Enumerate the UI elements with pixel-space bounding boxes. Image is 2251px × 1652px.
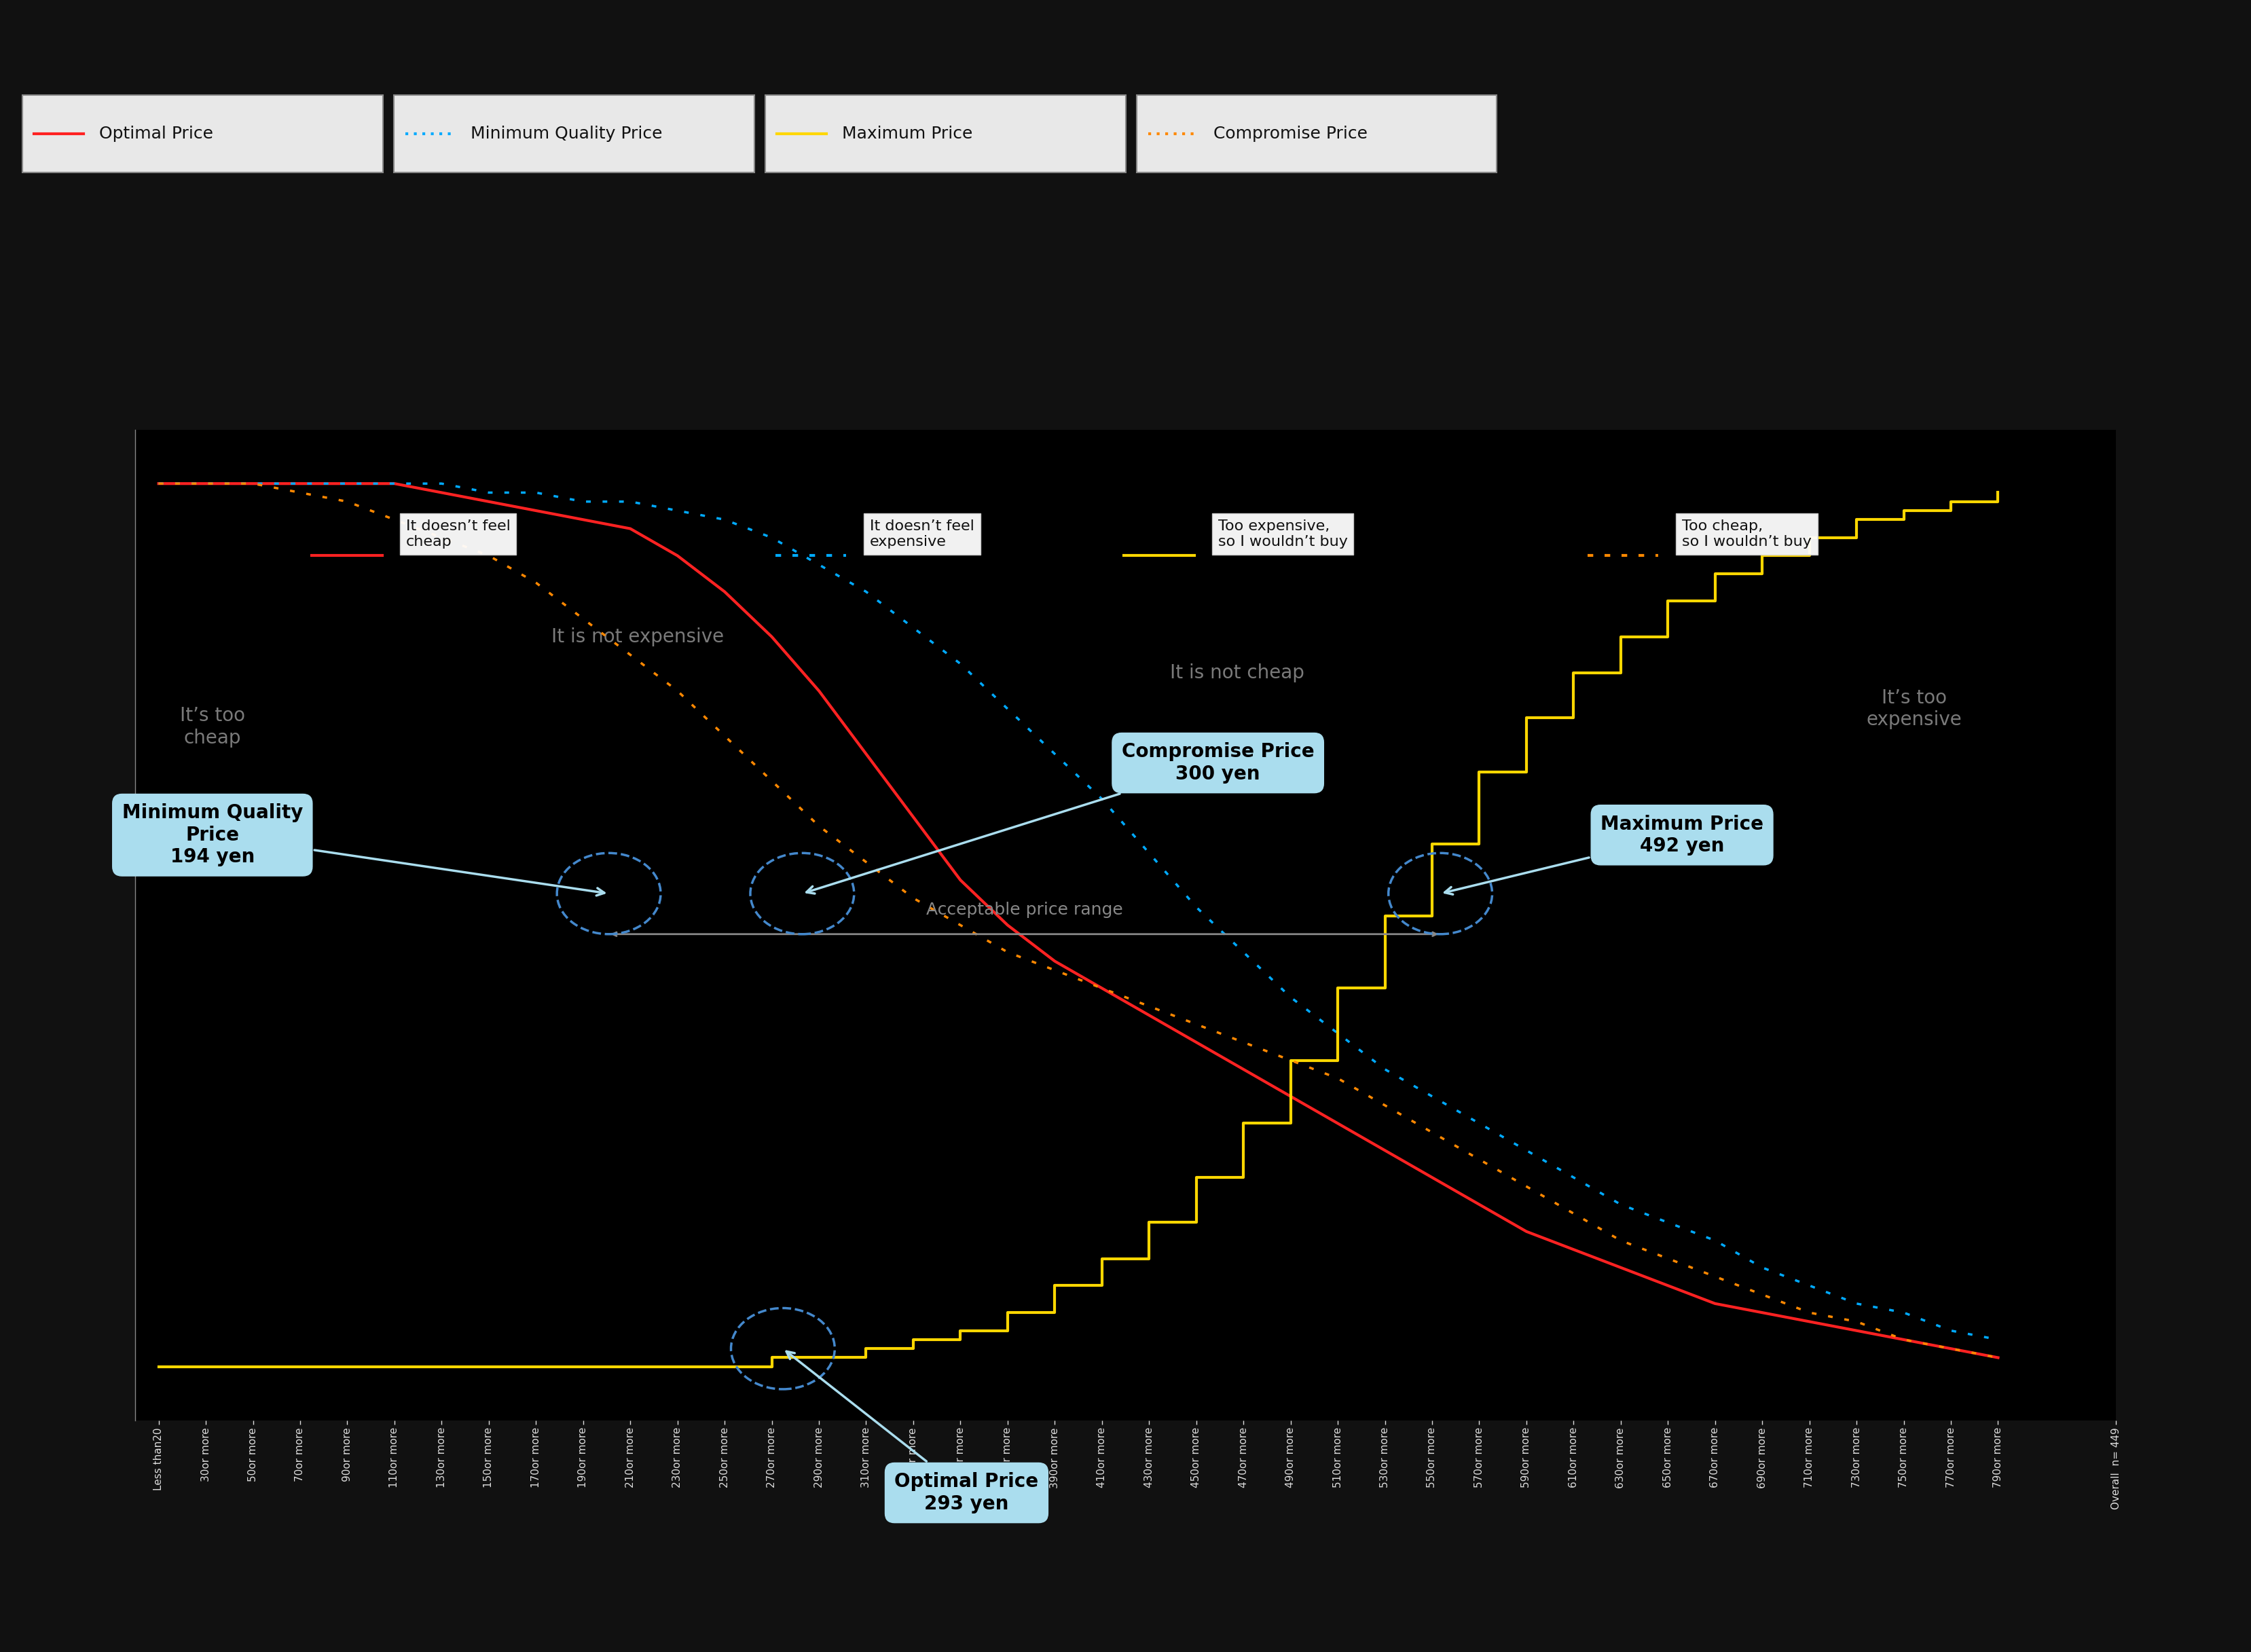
Text: It is not cheap: It is not cheap	[1171, 664, 1306, 682]
Text: Minimum Quality Price: Minimum Quality Price	[470, 126, 662, 142]
Text: Acceptable price range: Acceptable price range	[925, 902, 1123, 919]
Text: It doesn’t feel
cheap: It doesn’t feel cheap	[405, 520, 511, 548]
Text: Maximum Price: Maximum Price	[842, 126, 972, 142]
Text: Minimum Quality
Price
194 yen: Minimum Quality Price 194 yen	[122, 803, 603, 895]
Text: It doesn’t feel
expensive: It doesn’t feel expensive	[869, 520, 975, 548]
Text: Optimal Price: Optimal Price	[99, 126, 214, 142]
Text: Too expensive,
so I wouldn’t buy: Too expensive, so I wouldn’t buy	[1218, 520, 1348, 548]
FancyBboxPatch shape	[765, 96, 1126, 172]
Text: Maximum Price
492 yen: Maximum Price 492 yen	[1445, 814, 1763, 894]
FancyBboxPatch shape	[394, 96, 754, 172]
Text: It is not expensive: It is not expensive	[551, 628, 725, 646]
Text: Too cheap,
so I wouldn’t buy: Too cheap, so I wouldn’t buy	[1681, 520, 1812, 548]
FancyBboxPatch shape	[23, 96, 383, 172]
Text: It’s too
cheap: It’s too cheap	[180, 707, 245, 747]
Text: Compromise Price
300 yen: Compromise Price 300 yen	[806, 742, 1315, 894]
Text: Compromise Price: Compromise Price	[1213, 126, 1366, 142]
Text: It’s too
expensive: It’s too expensive	[1866, 689, 1963, 730]
Text: Optimal Price
293 yen: Optimal Price 293 yen	[786, 1351, 1038, 1513]
Text: Output Sample of PSM Analysis: Output Sample of PSM Analysis	[27, 28, 799, 71]
FancyBboxPatch shape	[1137, 96, 1497, 172]
